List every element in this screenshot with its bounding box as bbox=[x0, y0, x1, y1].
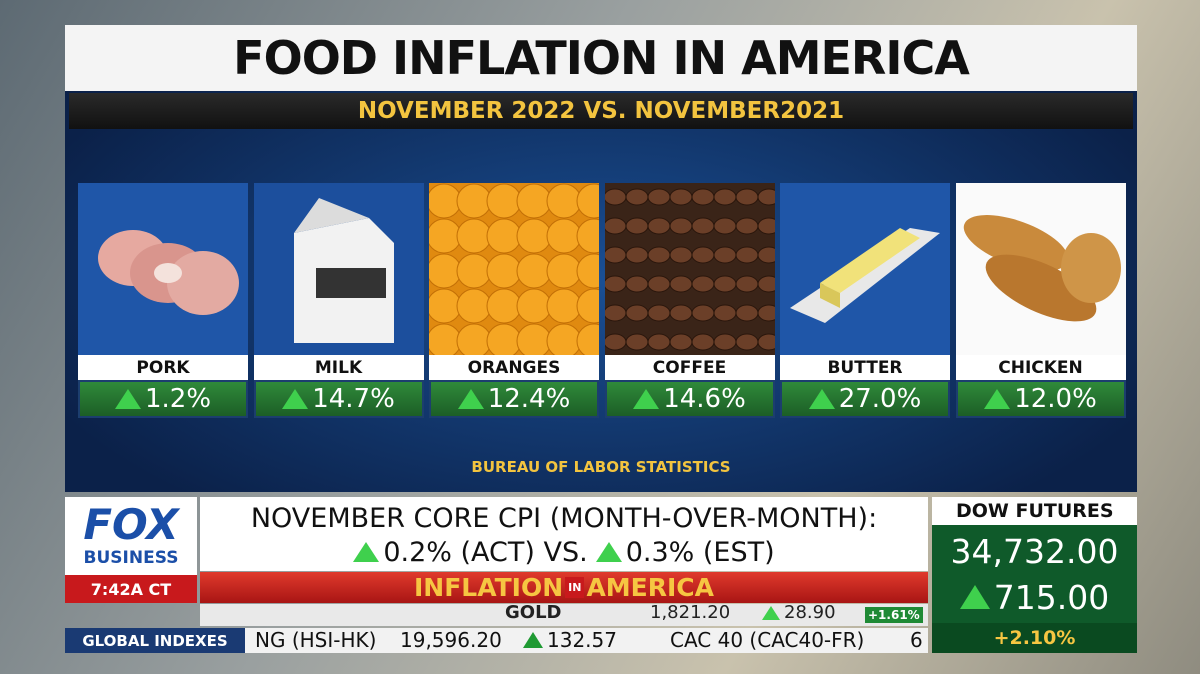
ticker-change: 28.90 bbox=[762, 602, 836, 623]
food-card: CHICKEN 12.0% bbox=[955, 183, 1126, 418]
banner: INFLATION IN AMERICA bbox=[200, 572, 928, 603]
source: BUREAU OF LABOR STATISTICS bbox=[471, 458, 731, 476]
headline-line1: NOVEMBER CORE CPI (MONTH-OVER-MONTH): bbox=[250, 502, 878, 534]
food-change: 12.4% bbox=[431, 382, 597, 416]
ticker-next: CAC 40 (CAC40-FR) bbox=[670, 628, 865, 652]
change-value: 1.2% bbox=[144, 384, 212, 414]
food-change: 12.0% bbox=[957, 382, 1124, 416]
change-value: 27.0% bbox=[838, 384, 922, 414]
food-change: 27.0% bbox=[782, 382, 948, 416]
food-image bbox=[604, 183, 775, 355]
up-arrow bbox=[457, 389, 484, 409]
food-name: COFFEE bbox=[604, 355, 775, 380]
banner-right: AMERICA bbox=[586, 573, 715, 602]
actual: 0.2% (ACT) VS. bbox=[383, 536, 588, 568]
change-value: 12.4% bbox=[487, 384, 571, 414]
food-name: MILK bbox=[253, 355, 424, 380]
ticker-index: NG (HSI-HK) bbox=[255, 628, 377, 652]
logo-top: FOX bbox=[83, 499, 179, 549]
food-card: MILK 14.7% bbox=[253, 183, 424, 418]
change-value: 14.7% bbox=[312, 384, 395, 414]
ticker-percent: +1.61% bbox=[865, 607, 923, 623]
food-name: BUTTER bbox=[780, 355, 950, 380]
dow-value: 34,732.00 bbox=[950, 531, 1119, 571]
ticker-bottom: GLOBAL INDEXES NG (HSI-HK) 19,596.20 132… bbox=[65, 628, 928, 653]
change: 132.57 bbox=[547, 628, 617, 652]
logo-bottom: BUSINESS bbox=[83, 548, 179, 568]
change-value: 14.6% bbox=[663, 384, 746, 414]
food-image bbox=[78, 183, 248, 355]
estimate: 0.3% (EST) bbox=[625, 536, 775, 568]
up-arrow bbox=[808, 389, 835, 409]
up-arrow bbox=[595, 542, 622, 562]
change: 715.00 bbox=[993, 577, 1110, 617]
ticker-price: 1,821.20 bbox=[650, 602, 731, 623]
up-arrow bbox=[353, 542, 380, 562]
up-arrow bbox=[959, 585, 990, 609]
dow-box: DOW FUTURES 34,732.00 715.00 +2.10% bbox=[932, 497, 1137, 653]
banner-left: INFLATION bbox=[413, 573, 564, 602]
food-card: COFFEE 14.6% bbox=[604, 183, 775, 418]
headline-box: NOVEMBER CORE CPI (MONTH-OVER-MONTH): 0.… bbox=[200, 497, 928, 571]
title: FOOD INFLATION IN AMERICA bbox=[65, 25, 1137, 91]
ticker-section: GLOBAL INDEXES bbox=[65, 628, 245, 653]
banner-middle: IN bbox=[565, 577, 585, 598]
food-name: ORANGES bbox=[429, 355, 599, 380]
food-change: 1.2% bbox=[80, 382, 246, 416]
up-arrow bbox=[984, 389, 1011, 409]
up-arrow bbox=[633, 389, 660, 409]
ticker-top: GOLD 1,821.20 28.90 +1.61% bbox=[200, 602, 928, 626]
food-image bbox=[429, 183, 599, 355]
logo-box: FOX BUSINESS 7:42A CT bbox=[65, 497, 197, 603]
food-name: CHICKEN bbox=[955, 355, 1126, 380]
food-change: 14.7% bbox=[255, 382, 422, 416]
food-image bbox=[253, 183, 424, 355]
food-card: ORANGES 12.4% bbox=[429, 183, 599, 418]
ticker-index-price: 19,596.20 bbox=[400, 628, 502, 652]
headline-line2: 0.2% (ACT) VS. 0.3% (EST) bbox=[200, 535, 928, 569]
food-change: 14.6% bbox=[606, 382, 773, 416]
dow-label: DOW FUTURES bbox=[932, 497, 1137, 525]
ticker-name: GOLD bbox=[505, 602, 562, 623]
subtitle: NOVEMBER 2022 VS. NOVEMBER2021 bbox=[69, 93, 1133, 129]
up-arrow bbox=[523, 632, 543, 648]
food-image bbox=[955, 183, 1126, 355]
change-value: 12.0% bbox=[1014, 384, 1097, 414]
change: 28.90 bbox=[784, 602, 836, 623]
time: 7:42A CT bbox=[65, 575, 197, 603]
food-card: BUTTER 27.0% bbox=[780, 183, 950, 418]
up-arrow bbox=[762, 605, 780, 620]
food-name: PORK bbox=[78, 355, 248, 380]
food-image bbox=[780, 183, 950, 355]
dow-percent: +2.10% bbox=[932, 623, 1137, 653]
dow-change: 715.00 bbox=[932, 575, 1137, 619]
up-arrow bbox=[114, 389, 141, 409]
ticker-next-price: 6 bbox=[910, 628, 923, 652]
ticker-index-change: 132.57 bbox=[523, 628, 617, 652]
food-card: PORK 1.2% bbox=[78, 183, 248, 418]
up-arrow bbox=[282, 389, 309, 409]
